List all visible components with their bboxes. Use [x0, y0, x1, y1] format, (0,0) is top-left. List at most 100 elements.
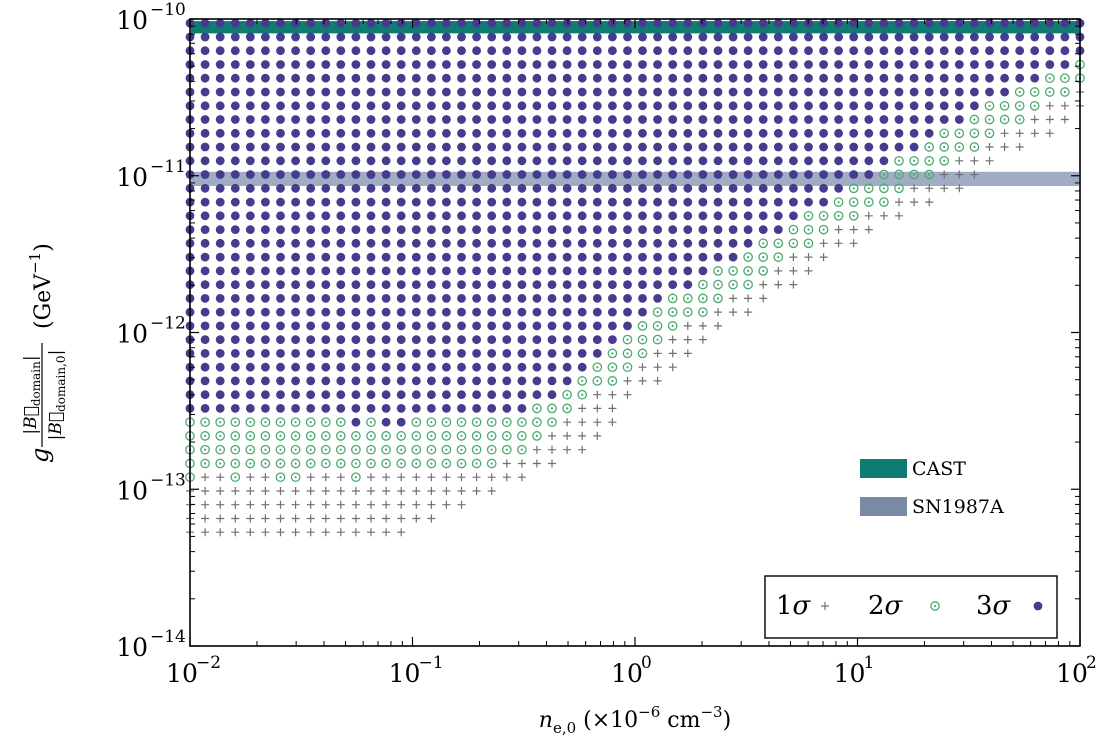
point-3sigma: [608, 170, 617, 179]
point-2sigma: [532, 417, 542, 428]
point-3sigma: [427, 307, 436, 317]
point-3sigma: [758, 156, 768, 166]
point-3sigma: [487, 101, 497, 111]
point-3sigma: [502, 252, 512, 262]
point-1sigma: [231, 514, 240, 523]
point-2sigma: [381, 444, 391, 455]
point-3sigma: [547, 294, 557, 303]
point-1sigma: [382, 473, 391, 482]
point-3sigma: [487, 390, 497, 400]
point-3sigma: [442, 225, 451, 235]
point-3sigma: [245, 101, 255, 111]
point-3sigma: [215, 294, 225, 303]
point-3sigma: [743, 115, 753, 124]
point-3sigma: [592, 321, 602, 331]
point-1sigma: [367, 487, 375, 495]
point-2sigma: [894, 169, 904, 180]
point-3sigma: [336, 46, 346, 56]
point-3sigma: [215, 280, 225, 289]
point-1sigma: [457, 500, 466, 509]
point-3sigma: [427, 156, 436, 166]
point-3sigma: [411, 390, 421, 400]
point-1sigma: [306, 500, 315, 509]
point-3sigma: [1000, 18, 1009, 28]
point-3sigma: [743, 225, 753, 235]
point-3sigma: [532, 321, 542, 331]
point-1sigma: [955, 156, 964, 165]
point-2sigma: [773, 252, 784, 262]
point-3sigma: [381, 183, 391, 193]
point-3sigma: [517, 321, 527, 331]
point-3sigma: [638, 238, 647, 248]
point-3sigma: [623, 46, 632, 56]
point-3sigma: [1030, 60, 1040, 69]
point-3sigma: [396, 349, 406, 358]
point-2sigma: [637, 348, 648, 359]
point-3sigma: [1015, 46, 1025, 56]
point-3sigma: [472, 156, 481, 166]
point-2sigma: [713, 266, 723, 276]
point-3sigma: [472, 128, 481, 138]
point-1sigma: [653, 376, 662, 385]
point-3sigma: [306, 294, 316, 303]
point-3sigma: [517, 115, 527, 124]
point-2sigma: [562, 389, 572, 400]
point-3sigma: [396, 60, 406, 69]
point-3sigma: [351, 101, 361, 111]
point-2sigma: [532, 431, 542, 441]
point-3sigma: [728, 46, 738, 56]
point-3sigma: [1000, 60, 1009, 69]
point-3sigma: [954, 60, 964, 69]
point-3sigma: [411, 294, 421, 303]
point-3sigma: [608, 266, 617, 276]
point-3sigma: [683, 101, 693, 111]
point-2sigma: [607, 348, 618, 359]
point-1sigma: [729, 308, 738, 317]
point-3sigma: [261, 376, 270, 386]
point-3sigma: [608, 156, 617, 166]
point-3sigma: [215, 46, 225, 56]
point-3sigma: [608, 307, 617, 317]
point-3sigma: [291, 101, 300, 111]
point-3sigma: [487, 266, 497, 276]
point-3sigma: [668, 156, 678, 166]
point-3sigma: [608, 183, 617, 193]
point-3sigma: [442, 376, 451, 386]
point-3sigma: [683, 197, 693, 207]
point-3sigma: [894, 46, 904, 56]
y-tick-exponent: −14: [150, 627, 186, 647]
point-3sigma: [592, 211, 602, 221]
point-3sigma: [215, 128, 225, 138]
point-3sigma: [487, 321, 497, 331]
point-3sigma: [381, 197, 391, 207]
point-3sigma: [728, 183, 738, 193]
point-3sigma: [547, 87, 557, 97]
point-2sigma: [305, 417, 316, 428]
point-3sigma: [728, 87, 738, 97]
point-3sigma: [532, 101, 542, 111]
point-3sigma: [200, 225, 210, 235]
point-1sigma: [306, 514, 315, 523]
point-3sigma: [472, 170, 481, 179]
point-3sigma: [472, 18, 481, 28]
point-3sigma: [954, 32, 964, 42]
point-3sigma: [623, 211, 632, 221]
point-3sigma: [728, 128, 738, 138]
point-3sigma: [683, 156, 693, 166]
point-3sigma: [608, 280, 617, 289]
point-3sigma: [336, 87, 346, 97]
point-3sigma: [487, 362, 497, 372]
point-3sigma: [592, 142, 602, 152]
point-2sigma: [381, 458, 391, 469]
point-3sigma: [864, 101, 874, 111]
point-3sigma: [442, 390, 451, 400]
point-3sigma: [547, 266, 557, 276]
point-3sigma: [381, 390, 391, 400]
point-1sigma: [457, 473, 466, 482]
point-3sigma: [502, 362, 512, 372]
point-3sigma: [789, 101, 798, 111]
point-2sigma: [984, 128, 995, 139]
point-3sigma: [1030, 46, 1040, 56]
point-3sigma: [849, 101, 859, 111]
point-3sigma: [381, 142, 391, 152]
